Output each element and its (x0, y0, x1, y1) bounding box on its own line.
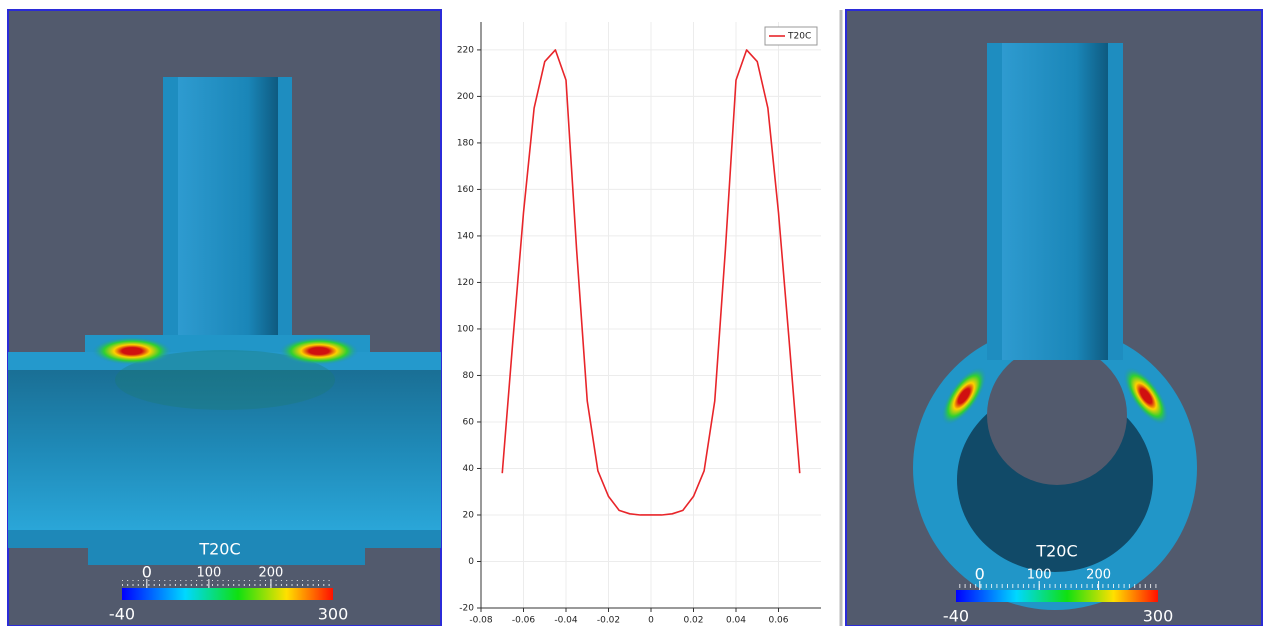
x-tick-label: 0.06 (768, 616, 788, 626)
colorbar-range-label: -40 (943, 607, 969, 626)
y-tick-label: 160 (457, 185, 474, 195)
branch-inner (178, 77, 278, 352)
x-tick-label: -0.04 (554, 616, 578, 626)
x-tick-label: -0.08 (469, 616, 493, 626)
colorbar-gradient (956, 590, 1158, 602)
hot-spot (279, 337, 359, 365)
hot-spot (92, 337, 172, 365)
y-tick-label: 200 (457, 92, 474, 102)
ring-hole (987, 345, 1127, 485)
y-tick-label: 140 (457, 231, 474, 241)
colorbar-range-label: 300 (1143, 607, 1174, 626)
x-tick-label: 0.02 (683, 616, 703, 626)
colorbar: T20C 0 100 200 -40 300 (943, 542, 1173, 626)
colorbar-tick-label: 0 (975, 565, 985, 584)
hot-spot (1123, 367, 1169, 425)
x-tick-label: -0.02 (597, 616, 620, 626)
x-tick-label: 0.04 (726, 616, 746, 626)
colorbar-title: T20C (1035, 542, 1077, 561)
y-tick-label: -20 (459, 604, 474, 614)
hot-spot (941, 367, 987, 425)
y-tick-label: 60 (463, 417, 475, 427)
x-tick-label: -0.06 (512, 616, 536, 626)
y-tick-label: 180 (457, 138, 474, 148)
y-tick-label: 100 (457, 324, 474, 334)
colorbar-tick-label: 100 (196, 566, 221, 581)
y-tick-label: 120 (457, 278, 474, 288)
branch-inner (1002, 43, 1108, 360)
legend-label: T20C (787, 32, 811, 42)
colorbar: T20C 0 100 200 -40 300 (109, 540, 348, 624)
y-tick-label: 0 (468, 557, 474, 567)
main-bottom (8, 530, 441, 548)
colorbar-gradient (122, 588, 333, 600)
main-pipe (8, 370, 441, 530)
colorbar-tick-label: 200 (1086, 568, 1111, 583)
heat-shadow (115, 350, 335, 410)
y-tick-label: 20 (463, 510, 475, 520)
base-block (88, 548, 365, 565)
chart-panel (442, 10, 840, 626)
colorbar-tick-label: 200 (259, 566, 284, 581)
y-tick-label: 40 (463, 464, 475, 474)
colorbar-range-label: 300 (318, 605, 349, 624)
colorbar-range-label: -40 (109, 605, 135, 624)
legend (764, 26, 818, 46)
colorbar-tick-label: 0 (142, 563, 152, 582)
y-tick-label: 220 (457, 45, 474, 55)
colorbar-ticks (956, 582, 1158, 588)
line-chart: -20 0 20 40 60 80 100 120 140 160 180 200 220 -0.08 -0… (457, 22, 821, 626)
right-view[interactable]: T20C 0 100 200 -40 300 (845, 9, 1263, 626)
left-view[interactable]: T20C 0 100 200 -40 300 (7, 9, 442, 626)
data-line (501, 49, 801, 516)
colorbar-title: T20C (198, 540, 240, 559)
x-tick-label: 0 (648, 616, 654, 626)
colorbar-ticks (122, 580, 333, 586)
y-tick-label: 80 (463, 371, 475, 381)
colorbar-tick-label: 100 (1027, 568, 1052, 583)
